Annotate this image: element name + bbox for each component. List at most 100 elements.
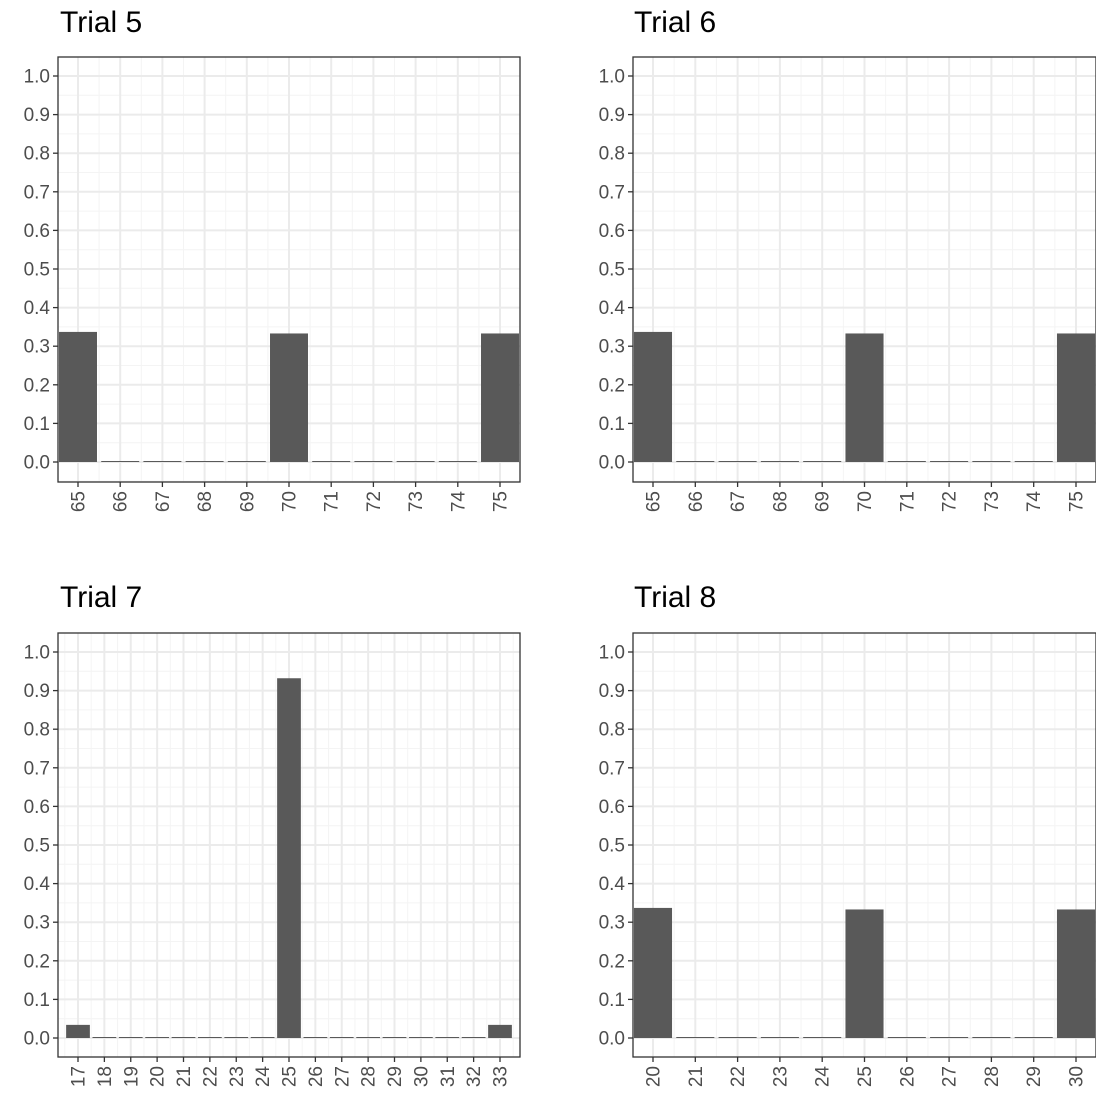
y-tick-label: 0.6	[24, 221, 50, 242]
x-tick-label: 68	[195, 491, 216, 512]
x-tick-label: 74	[1024, 491, 1045, 513]
x-tick-label: 21	[174, 1066, 195, 1087]
bar-72	[354, 461, 393, 462]
y-tick-label: 0.6	[599, 797, 625, 818]
y-tick-label: 0.2	[24, 375, 50, 396]
bar-30	[1056, 909, 1096, 1038]
bar-28	[356, 1037, 380, 1038]
bar-75	[1056, 333, 1096, 462]
y-tick-label: 0.7	[599, 758, 625, 779]
y-tick-label: 1.0	[599, 67, 625, 88]
bar-32	[461, 1037, 486, 1038]
x-tick-label: 67	[153, 491, 174, 512]
bar-73	[396, 461, 435, 462]
x-tick-label: 21	[686, 1066, 707, 1087]
x-tick-label: 22	[728, 1066, 749, 1087]
panel-title-trial-8: Trial 8	[634, 581, 717, 614]
y-tick-label: 0.7	[24, 182, 50, 203]
y-tick-label: 0.5	[24, 260, 50, 281]
x-tick-label: 17	[69, 1066, 90, 1087]
x-tick-label: 28	[982, 1066, 1003, 1087]
y-tick-label: 0.9	[599, 105, 625, 126]
y-tick-label: 0.4	[24, 874, 51, 895]
bar-71	[312, 461, 351, 462]
x-tick-label: 23	[770, 1066, 791, 1087]
x-tick-label: 67	[728, 491, 749, 512]
y-tick-label: 0.9	[24, 105, 50, 126]
y-tick-label: 0.8	[24, 720, 50, 741]
x-tick-label: 72	[364, 491, 385, 512]
x-tick-label: 24	[253, 1066, 274, 1088]
bar-24	[250, 1037, 275, 1038]
bar-65	[633, 331, 673, 462]
bar-19	[118, 1037, 143, 1038]
x-tick-label: 18	[95, 1066, 116, 1087]
y-tick-label: 0.6	[24, 797, 50, 818]
y-tick-label: 0.1	[599, 414, 625, 435]
y-tick-label: 0.5	[24, 836, 50, 857]
x-tick-label: 33	[491, 1066, 512, 1087]
x-tick-label: 30	[1067, 1066, 1088, 1087]
x-tick-label: 29	[385, 1066, 406, 1087]
y-tick-label: 0.7	[599, 182, 625, 203]
x-tick-label: 75	[491, 491, 512, 512]
x-tick-label: 69	[813, 491, 834, 512]
x-tick-label: 65	[69, 491, 90, 512]
bar-67	[143, 461, 182, 462]
bar-70	[270, 333, 308, 462]
x-tick-label: 20	[148, 1066, 169, 1087]
x-tick-label: 65	[644, 491, 665, 512]
bar-17	[66, 1024, 90, 1038]
panel-title-trial-7: Trial 7	[60, 581, 143, 614]
y-tick-label: 1.0	[599, 643, 625, 664]
bar-73	[972, 461, 1011, 462]
y-tick-label: 0.5	[599, 260, 625, 281]
x-tick-label: 22	[200, 1066, 221, 1087]
y-tick-label: 0.1	[24, 414, 50, 435]
bar-25	[277, 678, 301, 1038]
bar-30	[409, 1037, 433, 1038]
bar-66	[676, 461, 715, 462]
y-tick-label: 0.8	[599, 144, 625, 165]
bar-31	[435, 1037, 460, 1038]
y-tick-label: 0.3	[24, 913, 50, 934]
y-tick-label: 0.4	[599, 874, 626, 895]
y-tick-label: 0.4	[599, 298, 626, 319]
bar-26	[303, 1037, 328, 1038]
x-tick-label: 28	[359, 1066, 380, 1087]
x-tick-label: 71	[322, 491, 343, 512]
y-tick-label: 0.0	[599, 1029, 625, 1050]
x-tick-label: 70	[280, 491, 301, 512]
bar-27	[329, 1037, 354, 1038]
x-tick-label: 73	[982, 491, 1003, 512]
bar-21	[676, 1037, 715, 1038]
y-tick-label: 1.0	[24, 643, 50, 664]
bar-20	[145, 1037, 169, 1038]
y-tick-label: 0.8	[24, 144, 50, 165]
bar-74	[1014, 461, 1053, 462]
panel-title-trial-6: Trial 6	[634, 6, 717, 39]
x-tick-label: 69	[237, 491, 258, 512]
x-tick-label: 23	[227, 1066, 248, 1087]
panel-2: 0.0 0.1 0.2 0.3 0.4 0.5 0.6 0.7 0.8 0.9 1.0 65 66 67 6…	[599, 56, 1096, 513]
x-tick-label: 27	[940, 1066, 961, 1087]
x-tick-label: 66	[686, 491, 707, 512]
bar-70	[845, 333, 884, 462]
x-tick-label: 25	[280, 1066, 301, 1087]
y-tick-label: 0.3	[24, 337, 50, 358]
bar-74	[438, 461, 477, 462]
x-tick-label: 19	[121, 1066, 142, 1087]
y-tick-label: 0.4	[24, 298, 51, 319]
panel-4: 0.0 0.1 0.2 0.3 0.4 0.5 0.6 0.7 0.8 0.9 1.0 20 21 22 2…	[599, 632, 1096, 1087]
y-tick-label: 0.0	[599, 453, 625, 474]
bar-69	[803, 461, 842, 462]
bar-21	[171, 1037, 196, 1038]
bar-66	[101, 461, 140, 462]
x-tick-label: 27	[332, 1066, 353, 1087]
y-tick-label: 0.5	[599, 836, 625, 857]
bar-72	[930, 461, 969, 462]
y-tick-label: 0.7	[24, 758, 50, 779]
y-tick-label: 0.0	[24, 1029, 50, 1050]
bar-75	[481, 333, 519, 462]
